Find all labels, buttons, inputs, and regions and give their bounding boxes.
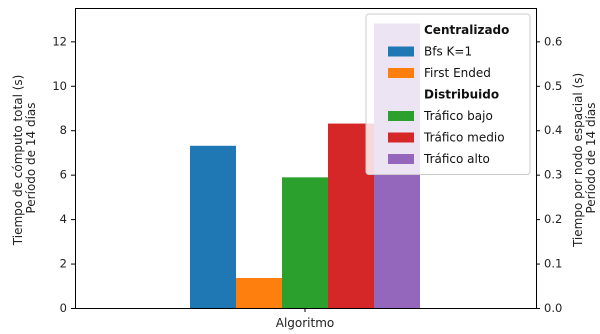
legend-group-header: Centralizado xyxy=(424,23,509,37)
legend-label: Bfs K=1 xyxy=(424,45,472,59)
left-tick-label: 12 xyxy=(52,34,67,48)
right-axis: 0.0 0.1 0.2 0.3 0.4 0.5 0.6 xyxy=(536,34,562,315)
legend-label: First Ended xyxy=(424,66,491,80)
right-tick-label: 0.2 xyxy=(544,212,562,226)
legend-label: Tráfico alto xyxy=(423,152,490,166)
plot-frame xyxy=(75,8,537,309)
left-axis-title: Tiempo de cómputo total (s) Período de 1… xyxy=(11,71,38,246)
legend-swatch xyxy=(388,46,414,57)
right-tick-label: 0.6 xyxy=(544,34,562,48)
right-tick-label: 0.4 xyxy=(544,123,562,137)
legend-swatch xyxy=(388,154,414,164)
legend-swatch xyxy=(388,132,414,143)
right-tick-label: 0.3 xyxy=(544,168,562,182)
legend-label: Tráfico bajo xyxy=(423,109,493,123)
bar-bfs-k-1 xyxy=(190,145,236,308)
x-axis: Algoritmo xyxy=(276,308,335,330)
right-axis-title: Tiempo por nodo espacial (s) Período de … xyxy=(571,69,598,248)
left-tick-label: 0 xyxy=(60,301,67,315)
left-tick-label: 10 xyxy=(52,79,67,93)
legend-group-header: Distribuido xyxy=(424,88,499,102)
bar-first-ended xyxy=(236,278,282,308)
left-tick-label: 6 xyxy=(60,168,67,182)
left-tick-label: 4 xyxy=(60,212,67,226)
left-axis: 0 2 4 6 8 10 12 xyxy=(52,34,75,315)
bar-tr-fico-bajo xyxy=(282,177,328,308)
legend-label: Tráfico medio xyxy=(423,131,505,145)
left-axis-title-line2: Período de 14 días xyxy=(24,102,38,213)
right-axis-title-line2: Período de 14 días xyxy=(584,102,598,213)
left-tick-label: 2 xyxy=(60,257,67,271)
x-axis-label: Algoritmo xyxy=(276,316,335,330)
legend: Centralizado Bfs K=1 First Ended Distribuid… xyxy=(365,13,531,175)
left-axis-title-line1: Tiempo de cómputo total (s) xyxy=(11,75,25,247)
left-tick-label: 8 xyxy=(60,123,67,137)
legend-swatch xyxy=(388,111,414,121)
legend-swatch xyxy=(388,68,414,78)
right-axis-title-line1: Tiempo por nodo espacial (s) xyxy=(571,73,585,248)
right-tick-label: 0.5 xyxy=(544,79,562,93)
right-tick-label: 0.1 xyxy=(544,257,562,271)
right-tick-label: 0.0 xyxy=(544,301,562,315)
